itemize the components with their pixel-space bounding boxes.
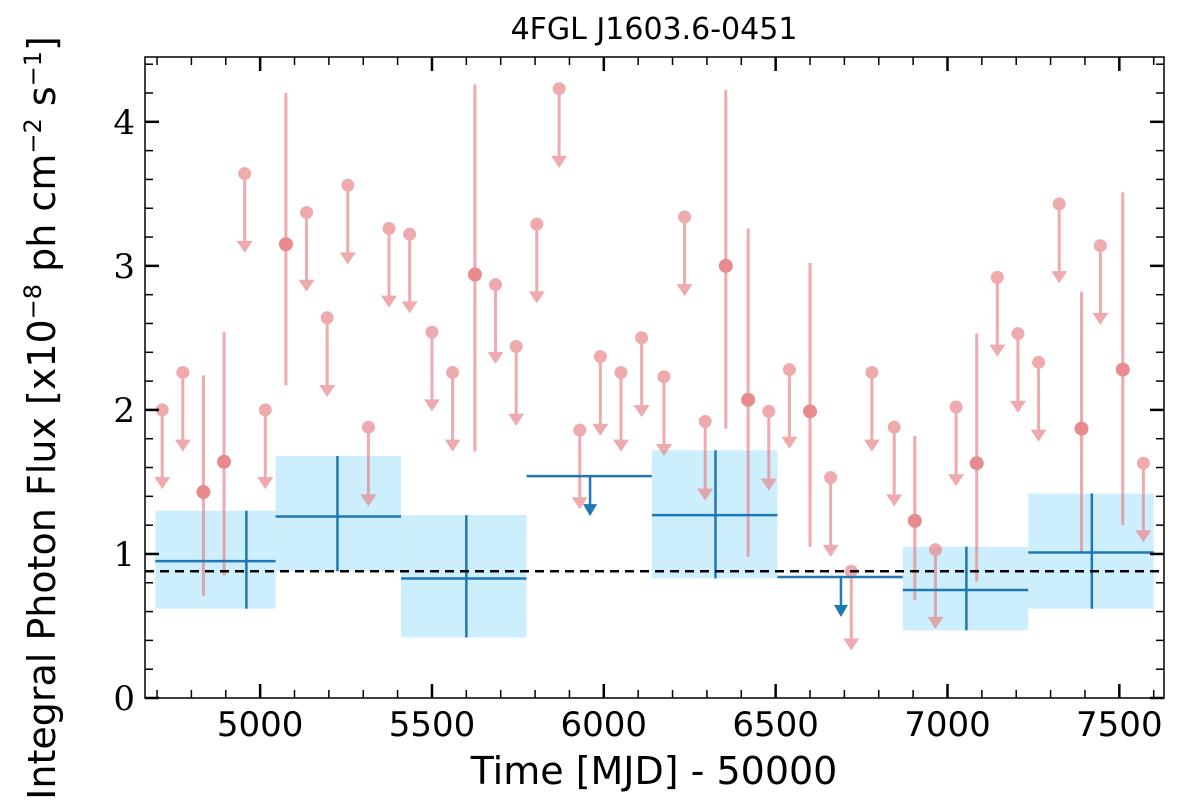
fine-upper-limit-5 bbox=[319, 311, 336, 397]
coarse-detection-1 bbox=[275, 456, 402, 572]
fine-upper-limit-3 bbox=[257, 403, 274, 490]
fine-upper-limit-30 bbox=[948, 400, 965, 487]
fine-detection-7 bbox=[907, 435, 922, 601]
x-axis-title: Time [MJD] - 50000 bbox=[470, 749, 838, 793]
fine-upper-limit-21 bbox=[676, 210, 693, 297]
fine-detection-3 bbox=[467, 84, 482, 452]
coarse-upper-limit-0 bbox=[526, 474, 652, 517]
fine-upper-limit-4 bbox=[298, 206, 315, 292]
x-tick-label: 5500 bbox=[389, 705, 476, 745]
fine-upper-limit-35 bbox=[1092, 239, 1109, 325]
y-tick-label: 1 bbox=[113, 535, 135, 575]
fine-upper-limit-18 bbox=[612, 365, 629, 452]
plot-area: 5000 5500 6000 6500 7000 7500 0 1 2 3 4 bbox=[113, 56, 1165, 745]
y-axis-title-exp: −8 bbox=[19, 284, 47, 319]
fine-detection-9 bbox=[1074, 291, 1089, 553]
fine-detection-6 bbox=[803, 262, 818, 547]
fine-upper-limit-15 bbox=[551, 82, 568, 168]
y-tick-label: 0 bbox=[113, 679, 135, 719]
fine-upper-limit-14 bbox=[528, 217, 545, 304]
y-tick-label: 3 bbox=[113, 247, 135, 287]
x-tick-label: 6500 bbox=[732, 705, 819, 745]
x-tick-label: 7000 bbox=[904, 705, 991, 745]
fine-detection-0 bbox=[196, 375, 211, 596]
fine-upper-limit-31 bbox=[989, 270, 1006, 357]
coarse-bin-band-0 bbox=[155, 510, 276, 609]
fine-detection-8 bbox=[969, 333, 984, 582]
y-axis-title-exp2: −2 bbox=[19, 118, 47, 153]
coarse-detection-4 bbox=[902, 546, 1029, 631]
fine-detection-5 bbox=[741, 228, 756, 557]
y-axis-title: Integral Photon Flux [x10−8 ph cm−2 s−1] bbox=[19, 36, 64, 800]
fine-upper-limit-9 bbox=[401, 227, 418, 314]
y-axis-title-end: s bbox=[20, 86, 64, 118]
fine-upper-limit-19 bbox=[633, 331, 650, 418]
y-axis-title-mid: ph cm bbox=[20, 154, 64, 284]
coarse-detection-3 bbox=[651, 450, 778, 579]
coarse-detection-2 bbox=[401, 515, 527, 638]
fine-upper-limit-0 bbox=[154, 403, 171, 490]
y-axis-title-close: ] bbox=[20, 36, 64, 51]
fine-upper-limit-23 bbox=[760, 404, 777, 491]
y-axis-title-main: Integral Photon Flux [x10 bbox=[20, 319, 64, 800]
fine-upper-limit-2 bbox=[236, 167, 253, 253]
fine-upper-limit-17 bbox=[592, 350, 609, 436]
x-tick-label: 5000 bbox=[217, 705, 304, 745]
fine-upper-limit-27 bbox=[863, 365, 880, 452]
fine-upper-limit-36 bbox=[1135, 456, 1152, 543]
fine-upper-limit-29 bbox=[927, 543, 944, 629]
coarse-upper-limit-1 bbox=[777, 575, 903, 618]
y-axis-title-exp3: −1 bbox=[19, 51, 47, 86]
coarse-bin-band-2 bbox=[401, 515, 527, 638]
y-tick-label: 4 bbox=[113, 103, 135, 143]
y-tick-label: 2 bbox=[113, 391, 135, 431]
fine-upper-limit-13 bbox=[508, 340, 525, 426]
fine-upper-limit-32 bbox=[1009, 327, 1026, 413]
fine-upper-limit-34 bbox=[1051, 197, 1068, 284]
fine-upper-limit-22 bbox=[697, 414, 714, 501]
fine-detection-1 bbox=[217, 332, 232, 576]
fine-upper-limit-24 bbox=[781, 363, 798, 449]
fine-upper-limit-7 bbox=[360, 420, 377, 507]
fine-upper-limit-12 bbox=[487, 278, 504, 364]
fine-upper-limit-25 bbox=[822, 471, 839, 557]
fine-upper-limit-1 bbox=[174, 365, 191, 452]
fine-detection-10 bbox=[1115, 192, 1130, 526]
fine-upper-limit-16 bbox=[571, 423, 588, 510]
x-tick-label: 6000 bbox=[561, 705, 648, 745]
fine-upper-limit-28 bbox=[886, 420, 903, 507]
fine-upper-limit-6 bbox=[339, 178, 356, 265]
fine-upper-limit-8 bbox=[381, 221, 398, 308]
chart-title: 4FGL J1603.6-0451 bbox=[511, 12, 798, 47]
fine-upper-limit-11 bbox=[444, 365, 461, 452]
fine-detection-4 bbox=[718, 90, 733, 429]
x-tick-label: 7500 bbox=[1076, 705, 1163, 745]
coarse-detection-5 bbox=[1028, 493, 1154, 609]
fine-detection-2 bbox=[278, 93, 293, 386]
fine-upper-limit-20 bbox=[655, 370, 672, 457]
coarse-detection-0 bbox=[155, 510, 276, 609]
fine-upper-limit-33 bbox=[1030, 355, 1047, 442]
fine-upper-limit-10 bbox=[423, 325, 440, 412]
plot-frame bbox=[144, 56, 1165, 699]
